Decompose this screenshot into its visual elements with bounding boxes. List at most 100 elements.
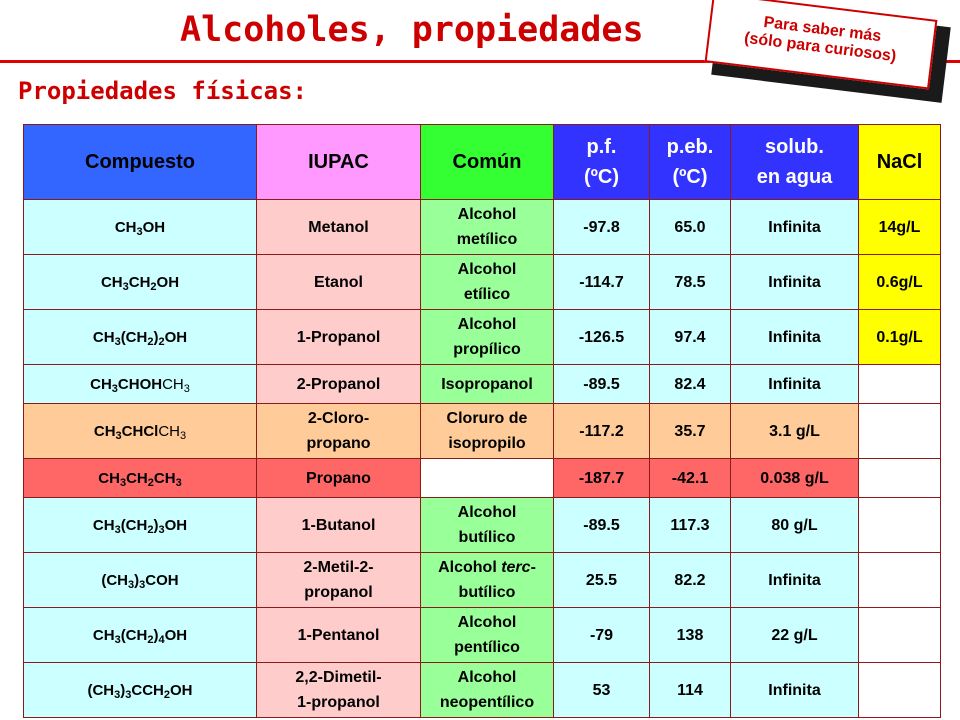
comun-line2: metílico	[456, 231, 518, 248]
cell-pf-value: -114.7	[579, 273, 624, 291]
cell-nacl: 0.6g/L	[858, 254, 941, 310]
cell-comun	[420, 458, 554, 498]
nacl-value: 0.1g/L	[876, 328, 923, 346]
cell-nacl	[858, 458, 941, 498]
cell-solub-value: Infinita	[768, 571, 821, 589]
comun-line2: propílico	[453, 341, 521, 358]
cell-comun: Cloruro de isopropilo	[420, 403, 554, 459]
iupac-name: 1-Pentanol	[297, 626, 380, 644]
cell-comun: Alcohol pentílico	[420, 607, 554, 663]
header-comun: Común	[420, 124, 554, 200]
cell-pf: -79	[553, 607, 650, 663]
iupac-name: Propano	[306, 469, 371, 487]
cell-peb-value: 114	[677, 681, 703, 699]
cell-peb-value: 82.4	[674, 375, 706, 393]
iupac-name: 2-Propanol	[296, 375, 381, 393]
iupac-line1: 2-Cloro-	[307, 410, 370, 427]
cell-nacl	[858, 364, 941, 404]
table-row: CH3(CH2)3OH 1-Butanol Alcohol butílico -89.5…	[23, 497, 941, 553]
cell-iupac: 1-Propanol	[256, 309, 421, 365]
iupac-line2: propanol	[304, 584, 373, 601]
cell-iupac: 2-Metil-2- propanol	[256, 552, 421, 608]
cell-pf: -89.5	[553, 497, 650, 553]
cell-peb-value: 35.7	[674, 422, 706, 440]
cell-solub: 3.1 g/L	[730, 403, 859, 459]
iupac-name: 1-Butanol	[301, 516, 376, 534]
cell-peb: 82.4	[649, 364, 731, 404]
iupac-name: Etanol	[314, 273, 363, 291]
comun-line1: Alcohol	[457, 261, 517, 278]
cell-nacl	[858, 403, 941, 459]
cell-formula: CH3CHOHCH3	[23, 364, 257, 404]
cell-nacl	[858, 552, 941, 608]
table-row: CH3CH2OH Etanol Alcohol etílico -114.7 78.5 In…	[23, 254, 941, 310]
header-compuesto-label: Compuesto	[85, 151, 195, 173]
comun-line1: Isopropanol	[441, 375, 533, 393]
formula-text: CH3CH2OH	[100, 273, 180, 293]
iupac-line1: 2,2-Dimetil-	[295, 669, 382, 686]
nacl-value: 0.6g/L	[876, 273, 923, 291]
cell-peb-value: 117.3	[670, 516, 710, 534]
cell-formula: CH3(CH2)4OH	[23, 607, 257, 663]
cell-peb: 114	[649, 662, 731, 718]
cell-formula: CH3CHClCH3	[23, 403, 257, 459]
cell-solub: 0.038 g/L	[730, 458, 859, 498]
cell-peb: 117.3	[649, 497, 731, 553]
cell-formula: (CH3)3CCH2OH	[23, 662, 257, 718]
cell-pf: -97.8	[553, 199, 650, 255]
cell-formula: CH3OH	[23, 199, 257, 255]
header-nacl-label: NaCl	[876, 151, 923, 173]
cell-solub-value: 3.1 g/L	[769, 422, 820, 440]
cell-nacl: 0.1g/L	[858, 309, 941, 365]
cell-solub: 22 g/L	[730, 607, 859, 663]
cell-comun: Alcohol propílico	[420, 309, 554, 365]
table-row: CH3CH2CH3 Propano -187.7 -42.1 0.038 g/L	[23, 458, 941, 498]
cell-solub: Infinita	[730, 552, 859, 608]
cell-pf: -89.5	[553, 364, 650, 404]
cell-peb: 82.2	[649, 552, 731, 608]
header-compuesto: Compuesto	[23, 124, 257, 200]
cell-solub-value: Infinita	[768, 273, 821, 291]
comun-line1: Alcohol	[457, 206, 517, 223]
cell-solub-value: Infinita	[768, 328, 821, 346]
page-title: Alcoholes, propiedades	[180, 10, 644, 50]
cell-solub-value: Infinita	[768, 681, 821, 699]
comun-line2: isopropilo	[448, 435, 526, 452]
cell-nacl	[858, 607, 941, 663]
cell-iupac: 2-Propanol	[256, 364, 421, 404]
formula-text: CH3CHOHCH3	[90, 375, 190, 395]
cell-pf: 25.5	[553, 552, 650, 608]
properties-table-frame: Compuesto IUPAC Común p.f. (ºC) p.eb. (º…	[23, 124, 941, 718]
table-row: (CH3)3COH 2-Metil-2- propanol Alcohol terc-…	[23, 552, 941, 608]
cell-solub: Infinita	[730, 364, 859, 404]
table-row: CH3OH Metanol Alcohol metílico -97.8 65.0 Infi…	[23, 199, 941, 255]
cell-peb-value: -42.1	[671, 469, 709, 487]
cell-solub: 80 g/L	[730, 497, 859, 553]
header-peb: p.eb. (ºC)	[649, 124, 731, 200]
header-solub-line2: en agua	[756, 166, 833, 188]
cell-nacl	[858, 497, 941, 553]
cell-pf: -117.2	[553, 403, 650, 459]
formula-text: CH3CHClCH3	[93, 422, 187, 442]
iupac-name: Metanol	[308, 218, 369, 236]
cell-iupac: 1-Butanol	[256, 497, 421, 553]
cell-peb: 138	[649, 607, 731, 663]
cell-iupac: 2-Cloro-propano	[256, 403, 421, 459]
cell-solub-value: 80 g/L	[771, 516, 818, 534]
formula-text: (CH3)3COH	[101, 571, 179, 591]
comun-line1: Alcohol	[457, 669, 517, 686]
cell-peb-value: 65.0	[674, 218, 706, 236]
properties-table: Compuesto IUPAC Común p.f. (ºC) p.eb. (º…	[23, 124, 941, 718]
cell-solub: Infinita	[730, 254, 859, 310]
cell-formula: CH3(CH2)2OH	[23, 309, 257, 365]
table-row: CH3(CH2)2OH 1-Propanol Alcohol propílico -12…	[23, 309, 941, 365]
section-heading: Propiedades físicas:	[18, 77, 307, 105]
table-row: CH3CHClCH3 2-Cloro-propano Cloruro de isopr…	[23, 403, 941, 459]
cell-pf-value: -117.2	[579, 422, 624, 440]
comun-line2: butílico	[458, 529, 516, 546]
header-solub: solub. en agua	[730, 124, 859, 200]
table-row: CH3(CH2)4OH 1-Pentanol Alcohol pentílico -79…	[23, 607, 941, 663]
header-peb-line1: p.eb.	[666, 136, 714, 158]
nacl-value: 14g/L	[878, 218, 921, 236]
iupac-line1: 2-Metil-2-	[303, 559, 374, 576]
